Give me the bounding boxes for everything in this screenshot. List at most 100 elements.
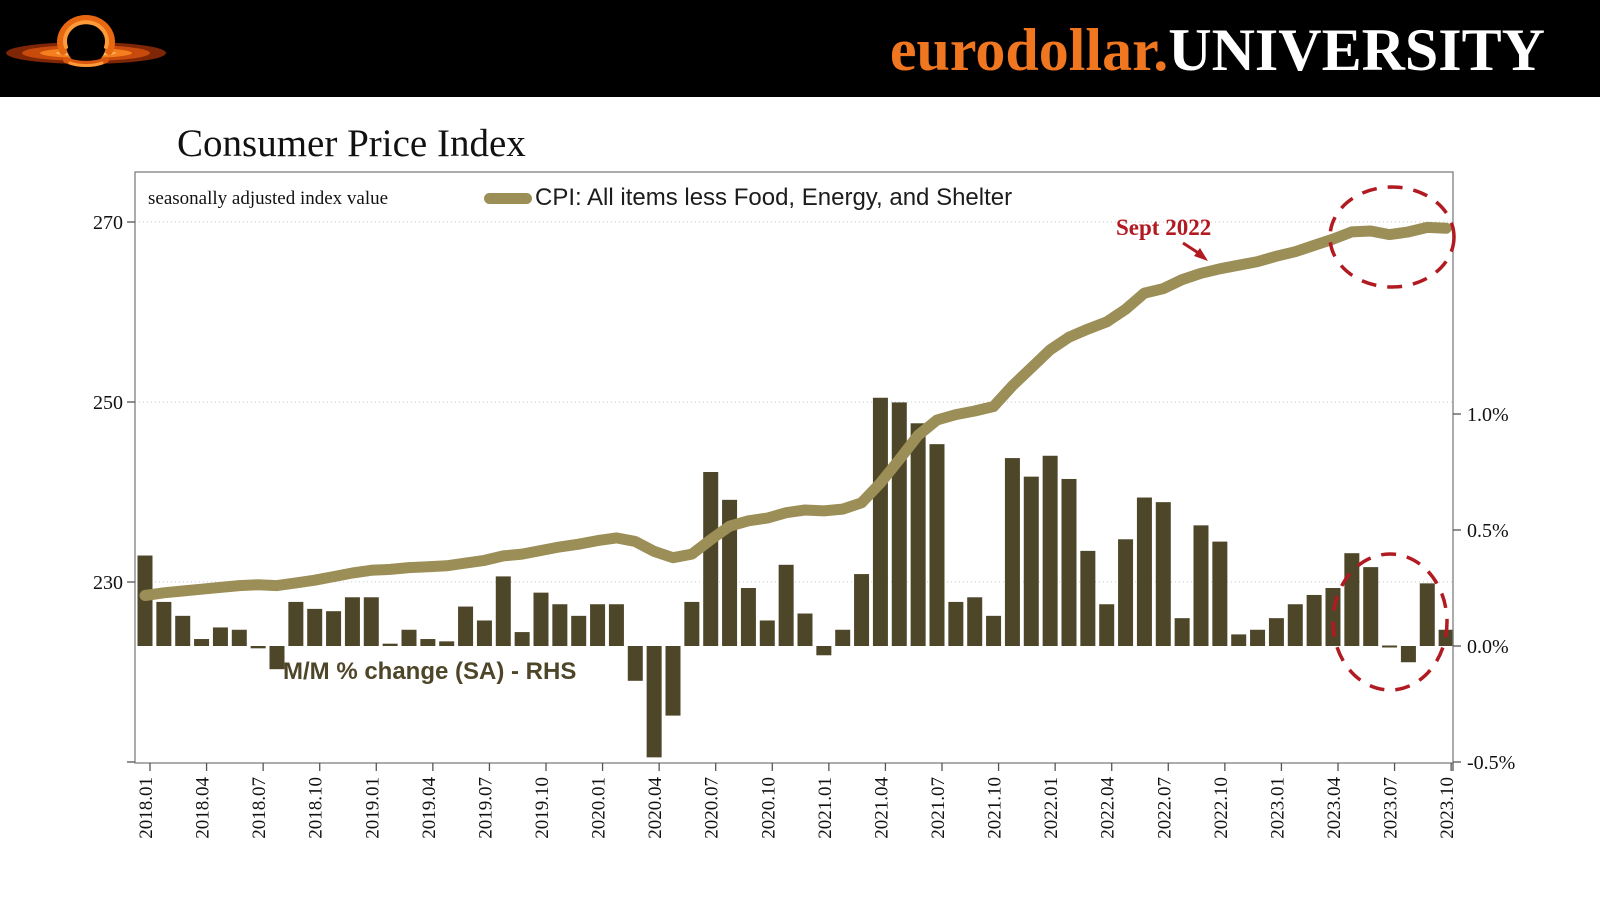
x-tick-label: 2020.07 [702, 777, 723, 839]
bar-2021.05 [891, 402, 907, 646]
x-tick-label: 2021.01 [815, 777, 836, 839]
x-tick-label: 2018.04 [193, 777, 214, 839]
brand-title: eurodollar.UNIVERSITY [890, 10, 1545, 90]
x-tick-label: 2018.01 [136, 777, 157, 839]
bar-2023.02 [1287, 604, 1303, 646]
bar-2019.04 [420, 639, 436, 646]
bar-2021.01 [816, 646, 832, 656]
right-tick-label: 0.5% [1467, 520, 1509, 542]
x-tick-label: 2019.10 [532, 777, 553, 839]
x-tick-label: 2018.10 [306, 777, 327, 839]
bar-2020.10 [759, 620, 775, 646]
bar-2020.01 [590, 604, 606, 646]
bar-2019.01 [363, 597, 379, 646]
bar-2022.01 [1042, 455, 1058, 646]
bar-2021.11 [1004, 458, 1020, 646]
annotation-arrow-head [1194, 248, 1208, 261]
bar-2022.06 [1136, 497, 1152, 646]
sept-2022-annotation: Sept 2022 [1116, 215, 1212, 240]
x-tick-label: 2022.04 [1098, 777, 1119, 839]
line-series-swatch-icon [484, 192, 532, 204]
x-tick-label: 2019.04 [419, 777, 440, 839]
bar-2019.03 [401, 629, 417, 646]
x-tick-label: 2023.10 [1437, 777, 1458, 839]
x-tick-label: 2023.04 [1324, 777, 1345, 839]
bar-2018.06 [231, 629, 247, 646]
bar-2019.12 [571, 615, 587, 646]
bar-2020.07 [703, 472, 719, 646]
bar-2021.08 [948, 601, 964, 646]
plot-border [134, 171, 1454, 764]
bar-2018.07 [250, 646, 266, 649]
left-axis-note: seasonally adjusted index value [148, 188, 389, 209]
bar-2022.04 [1099, 604, 1115, 646]
left-tick-label: 250 [93, 392, 123, 414]
bar-2021.02 [835, 629, 851, 646]
brand-eurodollar: eurodollar. [889, 17, 1169, 83]
x-tick-label: 2019.07 [475, 777, 496, 839]
bar-2023.05 [1344, 553, 1360, 646]
bar-2022.08 [1174, 618, 1190, 646]
x-tick-label: 2022.10 [1211, 777, 1232, 839]
bar-2018.04 [194, 639, 210, 646]
cpi-index-line [139, 221, 1452, 601]
bar-2021.12 [1023, 476, 1039, 646]
bar-series-label: M/M % change (SA) - RHS [283, 658, 577, 685]
bar-2023.09 [1419, 583, 1435, 646]
bar-2018.10 [307, 608, 323, 646]
bar-2019.09 [514, 632, 530, 646]
x-tick-label: 2020.10 [758, 777, 779, 839]
bar-2020.06 [684, 601, 700, 646]
legend: CPI: All items less Food, Energy, and Sh… [484, 184, 1012, 212]
blackhole-logo-icon [0, 0, 175, 97]
x-tick-label: 2023.07 [1381, 777, 1402, 839]
bar-2020.05 [665, 646, 681, 716]
brand-university: UNIVERSITY [1168, 17, 1545, 83]
bar-2018.12 [344, 597, 360, 646]
x-tick-label: 2021.07 [928, 777, 949, 839]
bar-2021.03 [854, 574, 870, 646]
x-tick-label: 2022.07 [1154, 777, 1175, 839]
bar-2022.11 [1231, 634, 1247, 646]
bar-2021.04 [872, 397, 888, 646]
right-tick-label: 0.0% [1467, 636, 1509, 658]
bar-2021.09 [967, 597, 983, 646]
bar-2019.05 [439, 641, 455, 646]
bar-2022.03 [1080, 550, 1096, 646]
left-tick-label: 270 [93, 212, 123, 234]
bar-2020.09 [740, 588, 756, 646]
bar-2022.12 [1250, 629, 1266, 646]
bar-2020.02 [608, 604, 624, 646]
bar-2020.03 [627, 646, 643, 681]
bar-2018.03 [175, 615, 191, 646]
bar-2021.06 [910, 423, 926, 646]
bar-2018.05 [212, 627, 228, 646]
bar-2019.06 [458, 606, 474, 646]
bar-2023.08 [1400, 646, 1416, 663]
bar-2018.02 [156, 601, 172, 646]
left-tick-label: 230 [93, 572, 123, 594]
bar-2018.08 [269, 646, 285, 670]
bar-2021.10 [986, 615, 1002, 646]
bar-2018.11 [326, 611, 342, 646]
right-tick-label: -0.5% [1467, 752, 1515, 774]
x-tick-label: 2019.01 [362, 777, 383, 839]
bar-2023.07 [1382, 645, 1398, 648]
bar-2023.03 [1306, 594, 1322, 646]
bar-2019.08 [495, 576, 511, 646]
x-tick-label: 2021.04 [871, 777, 892, 839]
x-tick-label: 2020.04 [645, 777, 666, 839]
bar-2019.02 [382, 643, 398, 646]
bar-2022.10 [1212, 541, 1228, 646]
bar-2021.07 [929, 444, 945, 646]
bar-2022.09 [1193, 525, 1209, 646]
right-tick-label: 1.0% [1467, 404, 1509, 426]
highlight-ellipse-recent-bars [1331, 552, 1449, 692]
bar-2022.02 [1061, 478, 1077, 646]
bar-2020.04 [646, 646, 662, 758]
x-tick-label: 2020.01 [589, 777, 610, 839]
highlight-ellipse-line-end [1328, 185, 1456, 289]
bar-2023.01 [1268, 618, 1284, 646]
